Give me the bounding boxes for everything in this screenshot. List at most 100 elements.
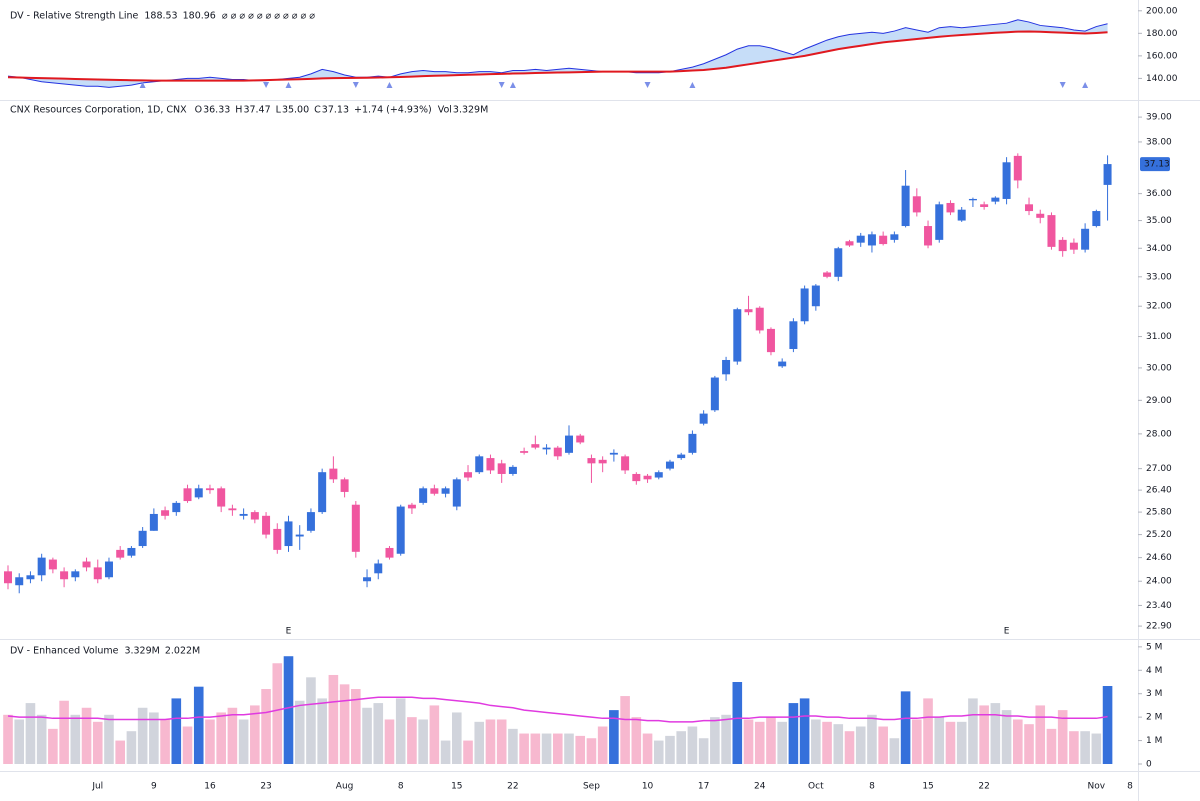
volume-bar xyxy=(92,721,103,764)
candle-body xyxy=(205,488,214,491)
earnings-marker: E xyxy=(286,627,292,637)
y-tick-label: 39.00 xyxy=(1146,113,1172,123)
ohlc-key: C xyxy=(314,105,321,116)
volume-bar xyxy=(844,731,855,764)
candle-body xyxy=(1025,204,1034,212)
x-tick-label: 16 xyxy=(204,782,216,792)
y-tick-label: 25.20 xyxy=(1146,530,1172,540)
volume-bar xyxy=(328,674,339,764)
signal-up xyxy=(139,82,146,88)
candle-body xyxy=(609,452,618,455)
volume-bar xyxy=(867,714,877,764)
candle-body xyxy=(553,447,562,457)
x-tick-label: 9 xyxy=(151,782,157,792)
candle-body xyxy=(396,506,405,554)
signal-down xyxy=(498,82,505,88)
candle-body xyxy=(284,521,293,547)
candle-body xyxy=(262,515,271,535)
volume-bar xyxy=(721,714,731,764)
pane-title: CNX Resources Corporation, 1D, CNX xyxy=(10,105,187,116)
volume-bar xyxy=(519,733,529,764)
volume-bar xyxy=(1013,719,1023,764)
ohlc-value: 37.13 xyxy=(322,105,349,116)
volume-bar xyxy=(48,728,58,764)
volume-bar xyxy=(597,726,608,764)
volume-bar xyxy=(609,710,619,764)
candle-body xyxy=(116,549,125,558)
y-tick-label: 4 M xyxy=(1146,666,1162,676)
candle-body xyxy=(1013,155,1022,181)
volume-bar xyxy=(1091,733,1102,764)
candle-body xyxy=(924,226,933,246)
volume-bar xyxy=(698,738,709,764)
volume-bar xyxy=(1001,710,1012,764)
x-tick-label: 15 xyxy=(922,782,933,792)
pane-title: DV - Enhanced Volume xyxy=(10,646,119,657)
x-tick-label: 15 xyxy=(451,782,462,792)
volume-bar xyxy=(115,740,125,764)
candle-body xyxy=(1103,164,1112,185)
volume-bar xyxy=(1024,724,1034,764)
volume-bar xyxy=(754,721,765,764)
volume-bar xyxy=(833,724,844,764)
volume-bar xyxy=(3,714,13,764)
volume-bar xyxy=(463,740,473,764)
candle-body xyxy=(374,563,383,574)
candle-body xyxy=(138,530,147,547)
candle-body xyxy=(778,361,787,367)
y-tick-label: 3 M xyxy=(1146,689,1162,699)
legend-value: 3.329M xyxy=(124,646,159,657)
candle-body xyxy=(295,534,304,537)
candle-body xyxy=(93,567,102,580)
y-tick-label: 33.00 xyxy=(1146,272,1172,282)
volume-bar xyxy=(373,703,384,764)
volume-bar xyxy=(272,663,283,764)
candle-body xyxy=(688,433,697,453)
x-tick-label: 17 xyxy=(698,782,709,792)
last-price-box xyxy=(1140,157,1170,172)
volume-bar xyxy=(1069,731,1079,764)
candle-body xyxy=(957,209,966,221)
candle-body xyxy=(946,202,955,213)
candle-body xyxy=(217,488,226,507)
volume-bar xyxy=(429,705,440,764)
volume-bar xyxy=(552,733,563,764)
candle-body xyxy=(385,547,394,558)
candle-body xyxy=(834,248,843,277)
volume-bar xyxy=(171,698,182,764)
candle-body xyxy=(1002,162,1011,199)
y-tick-label: 28.00 xyxy=(1146,429,1172,439)
candle-body xyxy=(48,559,57,570)
y-tick-label: 27.00 xyxy=(1146,464,1172,474)
candle-body xyxy=(520,451,529,453)
candle-body xyxy=(1036,213,1045,218)
volume-bar xyxy=(496,719,507,764)
candle-body xyxy=(789,321,798,349)
volume-bar xyxy=(81,707,92,764)
signal-up xyxy=(689,82,696,88)
candle-body xyxy=(340,479,349,492)
volume-bar xyxy=(912,719,922,764)
y-tick-label: 32.00 xyxy=(1146,302,1172,312)
change-value: +1.74 (+4.93%) xyxy=(354,105,432,116)
x-tick-label: 24 xyxy=(754,782,766,792)
volume-bar xyxy=(238,719,249,764)
volume-bar xyxy=(979,705,989,764)
volume-bar xyxy=(452,712,462,764)
volume-bar xyxy=(990,703,1001,764)
volume-bar xyxy=(440,740,451,764)
candle-body xyxy=(867,234,876,246)
volume-bar xyxy=(743,719,754,764)
candle-body xyxy=(654,472,663,478)
x-tick-label: Oct xyxy=(808,782,824,792)
candle-body xyxy=(497,463,506,474)
candle-body xyxy=(845,241,854,246)
candle-body xyxy=(1047,215,1056,247)
candle-body xyxy=(441,488,450,494)
rs-ma-line xyxy=(7,30,1108,82)
volume-bar xyxy=(104,714,114,764)
volume-bar xyxy=(586,738,597,764)
signal-down xyxy=(263,82,270,88)
ohlc-value: 35.00 xyxy=(282,105,309,116)
